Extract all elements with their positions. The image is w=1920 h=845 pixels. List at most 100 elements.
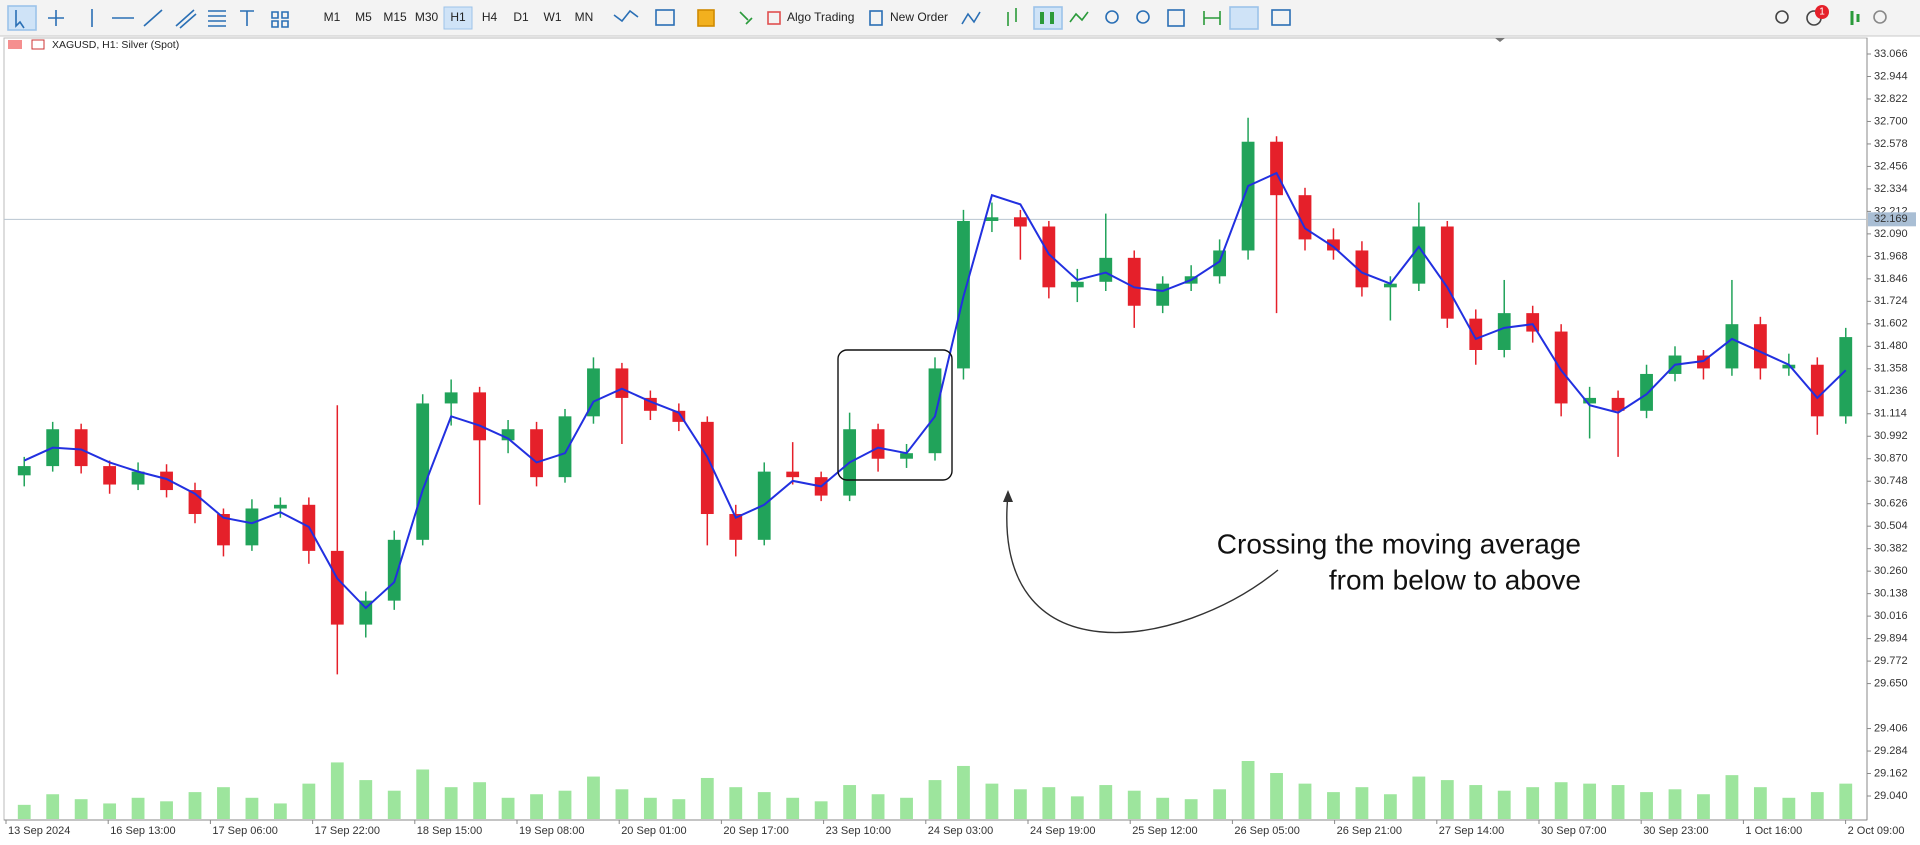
zoom-in[interactable] — [1105, 10, 1119, 24]
time-label: 30 Sep 23:00 — [1643, 825, 1708, 837]
templates-tool[interactable] — [655, 9, 675, 26]
candle-body — [160, 471, 173, 491]
candle-body — [1640, 373, 1653, 411]
search[interactable] — [1775, 10, 1789, 24]
bar-chart-tool[interactable] — [1007, 8, 1017, 26]
timeframe-button[interactable]: M30 — [415, 10, 439, 24]
volume-bar — [1782, 797, 1796, 819]
volume-bar — [1810, 792, 1824, 819]
candle-body — [1298, 195, 1312, 240]
volume-bar — [387, 790, 401, 819]
volume-bar — [1298, 783, 1312, 819]
time-label: 17 Sep 06:00 — [212, 825, 277, 837]
volume-bar — [131, 797, 145, 819]
time-label: 26 Sep 21:00 — [1337, 825, 1402, 837]
candle-body — [587, 368, 600, 417]
price-label: 30.748 — [1874, 475, 1908, 487]
annotation-arrow — [1006, 493, 1279, 634]
price-label: 30.626 — [1874, 498, 1908, 510]
annotation-line: from below to above — [1329, 564, 1581, 595]
candle-body — [700, 421, 714, 515]
indicators-tool[interactable] — [613, 9, 639, 23]
volume-bar — [871, 794, 885, 819]
account-icon[interactable] — [1873, 10, 1887, 24]
time-label: 1 Oct 16:00 — [1745, 825, 1802, 837]
volume-bar — [1042, 787, 1056, 819]
timeframe-button[interactable]: M1 — [324, 10, 341, 24]
tile-windows[interactable] — [1167, 9, 1185, 27]
trade-tool[interactable] — [739, 11, 753, 25]
volume-bar — [900, 797, 913, 819]
active-timeframe-bg — [443, 6, 473, 30]
candle-body — [444, 392, 458, 404]
volume-bar — [1013, 789, 1027, 819]
candle-body — [615, 368, 629, 398]
price-label: 30.870 — [1874, 453, 1908, 465]
market-tool[interactable] — [697, 9, 715, 27]
line-chart-tool[interactable] — [1069, 11, 1089, 23]
volume-bar — [17, 804, 31, 819]
candle-body — [103, 466, 117, 485]
volume-bar — [1469, 785, 1483, 819]
arrow-icon — [15, 10, 25, 29]
timeframe-button[interactable]: MN — [575, 10, 594, 24]
crosshair-tool[interactable] — [48, 10, 64, 26]
volume-bar — [1127, 790, 1141, 819]
text-tool[interactable] — [240, 10, 254, 26]
volume-bar — [1668, 789, 1682, 819]
chart-shift[interactable] — [1229, 6, 1259, 30]
volume-bar — [1583, 783, 1597, 819]
volume-bar — [359, 780, 373, 819]
candle-body — [1241, 141, 1255, 251]
candle-body — [1156, 283, 1170, 306]
candle-body — [1070, 281, 1084, 288]
time-label: 20 Sep 17:00 — [723, 825, 788, 837]
price-label: 32.944 — [1874, 70, 1908, 82]
price-label: 31.602 — [1874, 318, 1908, 330]
zoom-out[interactable] — [1136, 10, 1150, 24]
price-label: 31.846 — [1874, 273, 1908, 285]
timeframe-button[interactable]: M15 — [383, 10, 407, 24]
channel-tool[interactable] — [175, 9, 197, 29]
time-label: 27 Sep 14:00 — [1439, 825, 1504, 837]
volume-bar — [1526, 787, 1540, 819]
timeframe-button[interactable]: H1 — [450, 10, 466, 24]
candle-body — [1469, 318, 1483, 350]
price-label: 31.724 — [1874, 295, 1908, 307]
shapes-tool[interactable] — [271, 11, 289, 28]
candle-body — [1042, 226, 1056, 288]
arrow-head — [1003, 490, 1013, 502]
indicator-list[interactable] — [961, 11, 981, 25]
timeframe-button[interactable]: M5 — [355, 10, 372, 24]
candle-chart-tool[interactable] — [1033, 6, 1063, 30]
volume-bar — [1184, 799, 1198, 819]
trendline-tool[interactable] — [143, 9, 163, 27]
badge: 1 — [1819, 7, 1825, 18]
price-label: 32.578 — [1874, 138, 1908, 150]
price-label: 30.138 — [1874, 588, 1908, 600]
volume-bar — [1156, 797, 1170, 819]
time-label: 19 Sep 08:00 — [519, 825, 584, 837]
new-order-button[interactable]: New Order — [890, 10, 948, 24]
price-label: 32.090 — [1874, 228, 1908, 240]
fibo-tool[interactable] — [208, 10, 226, 27]
price-label: 31.358 — [1874, 363, 1908, 375]
price-label: 32.822 — [1874, 93, 1908, 105]
timeframe-button[interactable]: H4 — [482, 10, 498, 24]
time-label: 17 Sep 22:00 — [315, 825, 380, 837]
volume-bar — [1327, 792, 1340, 819]
volume-bar — [103, 803, 117, 819]
timeframe-button[interactable]: W1 — [544, 10, 562, 24]
screenshot[interactable] — [1271, 9, 1291, 26]
candle-body — [1611, 397, 1625, 411]
time-label: 24 Sep 19:00 — [1030, 825, 1095, 837]
price-label: 29.162 — [1874, 767, 1908, 779]
algo-trading-button[interactable]: Algo Trading — [787, 10, 854, 24]
badge-bg — [1815, 5, 1829, 19]
volume-bar — [643, 797, 657, 819]
timeframe-button[interactable]: D1 — [513, 10, 529, 24]
toolbar — [0, 0, 1920, 36]
current-price-label: 32.169 — [1874, 213, 1908, 225]
candle-body — [900, 453, 913, 459]
autoscroll[interactable] — [1203, 11, 1221, 25]
